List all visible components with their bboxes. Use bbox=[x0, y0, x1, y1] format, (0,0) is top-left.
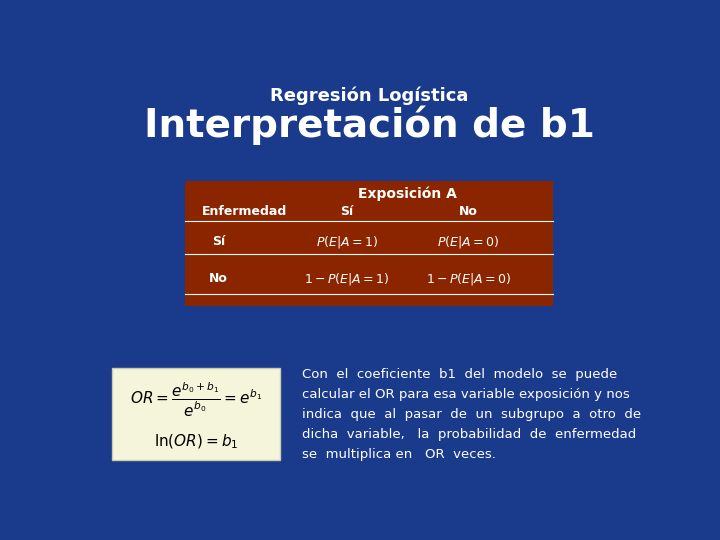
Text: dicha  variable,   la  probabilidad  de  enfermedad: dicha variable, la probabilidad de enfer… bbox=[302, 428, 636, 441]
Text: $\ln(OR) = b_1$: $\ln(OR) = b_1$ bbox=[154, 433, 238, 451]
Text: Con  el  coeficiente  b1  del  modelo  se  puede: Con el coeficiente b1 del modelo se pued… bbox=[302, 368, 617, 381]
FancyBboxPatch shape bbox=[112, 368, 279, 460]
Text: No: No bbox=[459, 206, 478, 219]
Text: Regresión Logística: Regresión Logística bbox=[270, 87, 468, 105]
Text: se  multiplica en   OR  veces.: se multiplica en OR veces. bbox=[302, 448, 496, 461]
FancyBboxPatch shape bbox=[185, 181, 553, 306]
Text: Enfermedad: Enfermedad bbox=[202, 206, 287, 219]
Text: $1-P(E|A=1)$: $1-P(E|A=1)$ bbox=[304, 271, 390, 287]
Text: $OR = \dfrac{e^{b_0+b_1}}{e^{b_0}} = e^{b_1}$: $OR = \dfrac{e^{b_0+b_1}}{e^{b_0}} = e^{… bbox=[130, 380, 262, 418]
Text: No: No bbox=[209, 273, 228, 286]
Text: Exposición A: Exposición A bbox=[359, 186, 457, 201]
Text: $1-P(E|A=0)$: $1-P(E|A=0)$ bbox=[426, 271, 511, 287]
Text: $P(E|A=1)$: $P(E|A=1)$ bbox=[316, 233, 378, 249]
Text: calcular el OR para esa variable exposición y nos: calcular el OR para esa variable exposic… bbox=[302, 388, 630, 401]
Text: Interpretación de b1: Interpretación de b1 bbox=[143, 105, 595, 145]
Text: Sí: Sí bbox=[212, 235, 225, 248]
Text: indica  que  al  pasar  de  un  subgrupo  a  otro  de: indica que al pasar de un subgrupo a otr… bbox=[302, 408, 642, 421]
Text: $P(E|A=0)$: $P(E|A=0)$ bbox=[437, 233, 500, 249]
Text: Sí: Sí bbox=[341, 206, 354, 219]
